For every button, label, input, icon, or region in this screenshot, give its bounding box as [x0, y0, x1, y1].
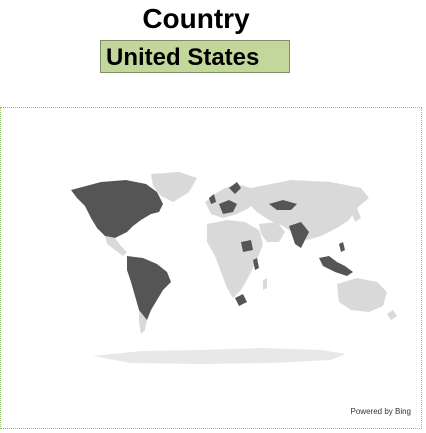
region-europe-highlight — [219, 200, 237, 214]
region-greenland — [151, 172, 197, 202]
region-uk — [209, 194, 216, 204]
map-chart[interactable]: Powered by Bing — [0, 107, 422, 429]
region-madagascar — [263, 278, 267, 290]
region-southeast-asia — [319, 256, 353, 276]
region-japan — [351, 208, 361, 222]
world-map — [71, 172, 397, 364]
region-new-zealand — [387, 310, 397, 320]
region-south-africa — [235, 294, 247, 306]
region-south-america — [127, 256, 171, 322]
region-central-asia — [269, 200, 297, 210]
country-selector-cell[interactable]: United States — [100, 40, 290, 73]
region-philippines — [339, 242, 345, 252]
region-antarctica — [93, 348, 346, 364]
map-attribution: Powered by Bing — [350, 407, 411, 416]
region-central-america — [105, 236, 127, 256]
region-india — [289, 222, 309, 248]
region-africa-east — [253, 258, 259, 270]
region-middle-east — [259, 222, 285, 242]
region-australia — [337, 278, 387, 312]
region-asia — [249, 180, 369, 240]
region-south-america-south — [139, 310, 147, 334]
region-africa — [207, 220, 263, 298]
region-north-america — [71, 180, 163, 238]
field-title: Country — [142, 3, 250, 34]
region-africa-north — [241, 240, 253, 252]
region-scandinavia — [229, 182, 241, 194]
